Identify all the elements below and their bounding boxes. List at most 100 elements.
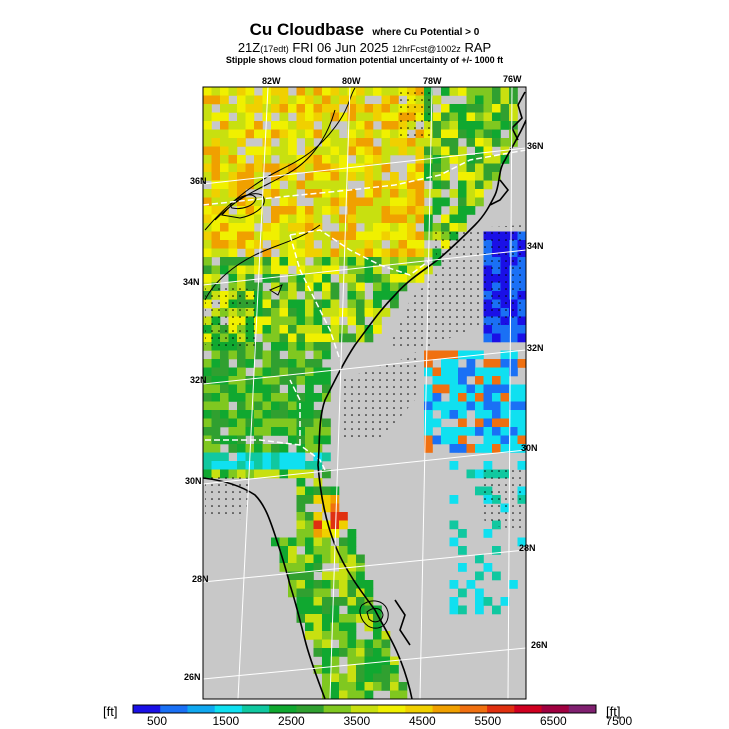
map-title: Cu Cloudbase where Cu Potential > 0 xyxy=(0,20,729,40)
cloudbase-cell xyxy=(475,418,484,428)
cloudbase-cell xyxy=(432,180,442,190)
cloudbase-cell xyxy=(517,461,526,470)
cloudbase-cell xyxy=(441,384,450,394)
cloudbase-cell xyxy=(356,325,365,334)
lat-label-34n-left: 34N xyxy=(183,277,200,287)
cloudbase-cell xyxy=(330,248,340,258)
cloudbase-cell xyxy=(475,129,484,139)
lon-label-82w: 82W xyxy=(262,76,281,86)
cloudbase-cell xyxy=(305,104,314,113)
cloudbase-cell xyxy=(364,248,374,258)
cloudbase-cell xyxy=(509,580,518,589)
cloudbase-cell xyxy=(424,189,433,198)
cloudbase-cell xyxy=(296,571,306,581)
cloudbase-cell xyxy=(305,537,314,547)
colorbar-swatches xyxy=(132,704,597,714)
cloudbase-cell xyxy=(364,223,374,232)
cloudbase-cell xyxy=(458,376,467,385)
lat-label-32n-left: 32N xyxy=(190,375,207,385)
cloudbase-cell xyxy=(288,571,297,581)
cloudbase-cell xyxy=(203,427,212,436)
cloudbase-cell xyxy=(407,180,416,190)
cloudbase-cell xyxy=(492,359,501,368)
cloudbase-cell xyxy=(330,665,340,674)
cloudbase-cell xyxy=(245,206,255,215)
state-borders xyxy=(203,149,526,471)
cloudbase-cell xyxy=(254,350,263,360)
cloudbase-cell xyxy=(262,401,272,411)
cloudbase-cell xyxy=(220,410,229,419)
cloudbase-cell xyxy=(313,435,323,445)
cloudbase-cell xyxy=(279,333,289,343)
cloudbase-cell xyxy=(305,588,314,598)
cloudbase-cell xyxy=(466,95,476,105)
cloudbase-cell xyxy=(203,274,212,283)
cloudbase-cell xyxy=(339,172,348,181)
cloudbase-cell xyxy=(220,146,229,156)
cloudbase-cell xyxy=(475,444,484,453)
cloudbase-cell xyxy=(449,206,459,215)
cloudbase-cell xyxy=(313,155,323,164)
cloudbase-cell xyxy=(305,189,314,198)
cloudbase-cell xyxy=(381,163,391,173)
cloudbase-cell xyxy=(254,163,263,173)
cloudbase-cell xyxy=(271,444,280,453)
stipple-note: Stipple shows cloud formation potential … xyxy=(225,55,504,65)
cloudbase-cell xyxy=(211,367,221,377)
cloudbase-cell xyxy=(356,155,365,164)
cloudbase-cell xyxy=(364,682,374,691)
lon-label-78w: 78W xyxy=(423,76,442,86)
cloudbase-cell xyxy=(288,469,297,479)
cloudbase-cell xyxy=(279,112,289,122)
cloudbase-cell xyxy=(381,146,391,156)
cloudbase-cell xyxy=(296,104,306,113)
cloudbase-cell xyxy=(475,180,484,190)
cloudbase-cell xyxy=(211,231,221,241)
cloudbase-cell xyxy=(424,206,433,215)
cloudbase-cell xyxy=(509,104,518,113)
cloudbase-cell xyxy=(313,580,323,589)
cloudbase-cell xyxy=(449,393,459,402)
cloudbase-cell xyxy=(449,597,459,606)
cloudbase-cell xyxy=(330,214,340,224)
cloudbase-cell xyxy=(279,316,289,326)
cloudbase-cell xyxy=(322,172,331,181)
cloudbase-cell xyxy=(347,308,357,317)
cloudbase-cell xyxy=(313,87,323,96)
cloudbase-cell xyxy=(288,129,297,139)
cloudbase-cell xyxy=(373,631,382,640)
lat-label-32n-right: 32N xyxy=(527,343,544,353)
cloudbase-cell xyxy=(271,274,280,283)
cloudbase-cell xyxy=(262,350,272,360)
cloudbase-cell xyxy=(279,104,289,113)
cloudbase-cell xyxy=(203,359,212,368)
cloudbase-cell xyxy=(492,87,501,96)
cloudbase-cell xyxy=(322,427,331,436)
cloudbase-cell xyxy=(279,367,289,377)
cloudbase-cell xyxy=(288,333,297,343)
cloudbase-cell xyxy=(271,367,280,377)
cloudbase-cell xyxy=(203,342,212,351)
cloudbase-cell xyxy=(347,104,357,113)
cloudbase-cell xyxy=(313,376,323,385)
cloudbase-cell xyxy=(313,529,323,538)
cloudbase-cell xyxy=(228,180,238,190)
cloudbase-cell xyxy=(390,112,399,122)
cloudbase-cell xyxy=(203,155,212,164)
cloudbase-cell xyxy=(271,87,280,96)
cloudbase-cell xyxy=(254,129,263,139)
cloudbase-cell xyxy=(373,112,382,122)
cloudbase-cell xyxy=(517,444,526,453)
uncertainty-stipple xyxy=(205,90,526,530)
cloudbase-cell xyxy=(424,384,433,394)
cloudbase-cell xyxy=(211,223,221,232)
colorbar-swatch xyxy=(187,705,216,713)
cloudbase-cell xyxy=(296,350,306,360)
cloudbase-cell xyxy=(381,214,391,224)
cloudbase-cell xyxy=(271,469,280,479)
cloudbase-cell xyxy=(441,223,450,232)
cloudbase-cell xyxy=(356,112,365,122)
cloudbase-cell xyxy=(245,282,255,292)
cloudbase-cell xyxy=(492,418,501,428)
cloudbase-cell xyxy=(381,231,391,241)
